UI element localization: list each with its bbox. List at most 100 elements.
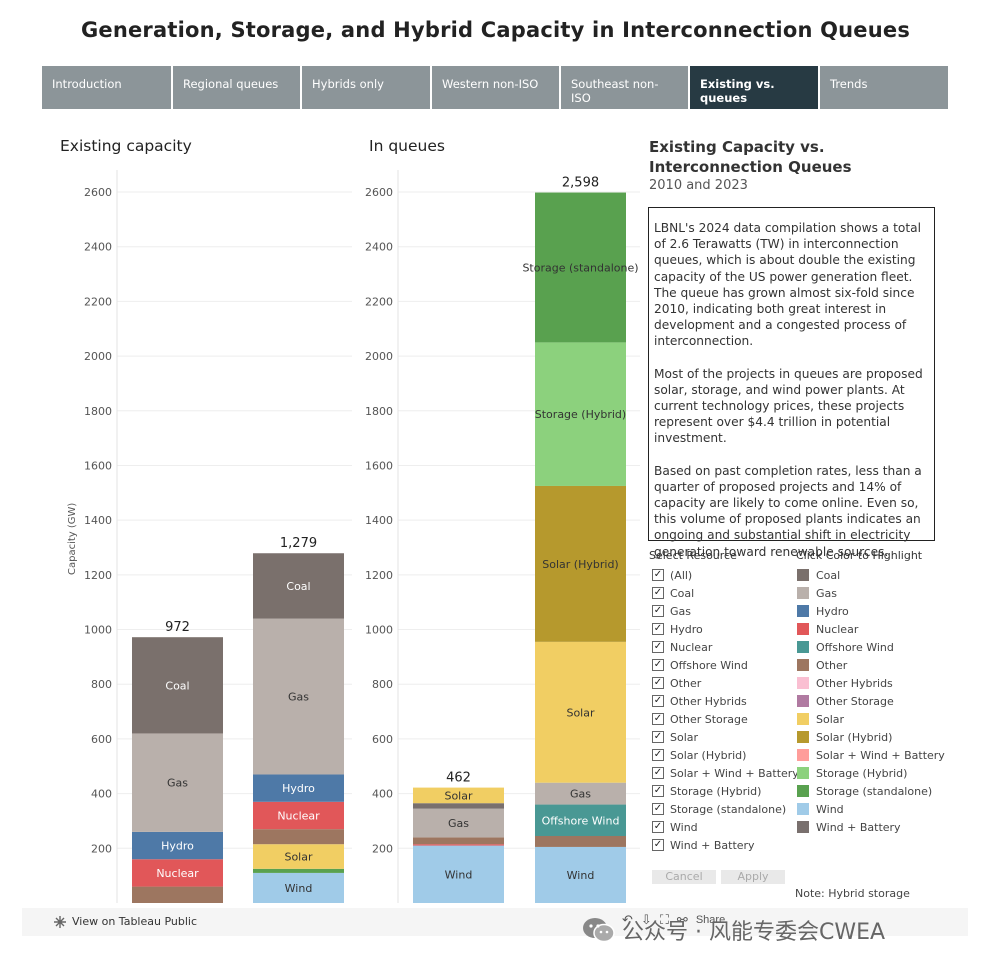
tab-southeast-non-iso[interactable]: Southeast non-ISO [561, 66, 690, 109]
bar-segment-solar[interactable] [253, 844, 344, 869]
legend-swatch[interactable] [797, 821, 809, 833]
share-label[interactable]: Share [695, 914, 726, 926]
legend-swatch[interactable] [797, 659, 809, 671]
filter-item[interactable]: ✓ Coal [652, 584, 799, 602]
filter-item[interactable]: ✓ Offshore Wind [652, 656, 799, 674]
legend-item[interactable]: Solar + Wind + Battery [797, 746, 945, 764]
bar-segment-nuclear[interactable] [413, 844, 504, 846]
bar-segment-solar[interactable] [413, 787, 504, 804]
bar-segment-wind[interactable] [535, 846, 626, 903]
filter-checkbox[interactable]: ✓ [652, 587, 664, 599]
filter-item[interactable]: ✓ Other Storage [652, 710, 799, 728]
legend-item[interactable]: Wind [797, 800, 945, 818]
tab-western-non-iso[interactable]: Western non-ISO [432, 66, 561, 109]
legend-swatch[interactable] [797, 677, 809, 689]
legend-item[interactable]: Coal [797, 566, 945, 584]
legend-item[interactable]: Other Storage [797, 692, 945, 710]
filter-checkbox[interactable]: ✓ [652, 731, 664, 743]
legend-swatch[interactable] [797, 641, 809, 653]
filter-item[interactable]: ✓ Other Hybrids [652, 692, 799, 710]
bar-segment-gas[interactable] [535, 782, 626, 805]
legend-item[interactable]: Other [797, 656, 945, 674]
filter-checkbox[interactable]: ✓ [652, 677, 664, 689]
bar-segment-nuclear[interactable] [253, 801, 344, 830]
bar-segment-storage-hybrid-[interactable] [535, 342, 626, 486]
legend-swatch[interactable] [797, 749, 809, 761]
legend-item[interactable]: Gas [797, 584, 945, 602]
legend-item[interactable]: Solar [797, 710, 945, 728]
download-icon[interactable]: ⇩ [640, 912, 652, 927]
legend-swatch[interactable] [797, 785, 809, 797]
bar-segment-other[interactable] [253, 829, 344, 845]
view-on-tableau-link[interactable]: View on Tableau Public [54, 915, 197, 928]
filter-item[interactable]: ✓ Wind + Battery [652, 836, 799, 854]
bar-segment-gas[interactable] [253, 618, 344, 775]
legend-swatch[interactable] [797, 713, 809, 725]
filter-item[interactable]: ✓ Gas [652, 602, 799, 620]
filter-checkbox[interactable]: ✓ [652, 713, 664, 725]
legend-item[interactable]: Storage (Hybrid) [797, 764, 945, 782]
filter-checkbox[interactable]: ✓ [652, 749, 664, 761]
cancel-button[interactable]: Cancel [652, 870, 716, 884]
filter-checkbox[interactable]: ✓ [652, 821, 664, 833]
legend-item[interactable]: Nuclear [797, 620, 945, 638]
filter-item[interactable]: ✓ Nuclear [652, 638, 799, 656]
bar-segment-hydro[interactable] [132, 831, 223, 860]
bar-segment-wind[interactable] [413, 845, 504, 903]
filter-item[interactable]: ✓ Hydro [652, 620, 799, 638]
legend-item[interactable]: Other Hybrids [797, 674, 945, 692]
legend-swatch[interactable] [797, 605, 809, 617]
tab-regional-queues[interactable]: Regional queues [173, 66, 302, 109]
filter-item[interactable]: ✓ Other [652, 674, 799, 692]
filter-checkbox[interactable]: ✓ [652, 605, 664, 617]
bar-segment-coal[interactable] [253, 553, 344, 619]
apply-button[interactable]: Apply [721, 870, 785, 884]
legend-swatch[interactable] [797, 731, 809, 743]
bar-segment-nuclear[interactable] [132, 859, 223, 887]
bar-segment-gas[interactable] [132, 733, 223, 832]
filter-checkbox[interactable]: ✓ [652, 803, 664, 815]
bar-segment-wind-battery[interactable] [413, 803, 504, 809]
undo-icon[interactable]: ↶ [622, 912, 633, 927]
legend-swatch[interactable] [797, 695, 809, 707]
bar-segment-solar-hybrid-[interactable] [535, 485, 626, 642]
bar-segment-other[interactable] [413, 837, 504, 845]
tab-introduction[interactable]: Introduction [42, 66, 173, 109]
filter-item[interactable]: ✓ Storage (standalone) [652, 800, 799, 818]
tab-trends[interactable]: Trends [820, 66, 948, 109]
bar-segment-wind[interactable] [253, 872, 344, 903]
legend-item[interactable]: Solar (Hybrid) [797, 728, 945, 746]
filter-item[interactable]: ✓ Solar (Hybrid) [652, 746, 799, 764]
filter-checkbox[interactable]: ✓ [652, 569, 664, 581]
filter-checkbox[interactable]: ✓ [652, 659, 664, 671]
fullscreen-icon[interactable]: ⛶ [659, 912, 669, 927]
filter-checkbox[interactable]: ✓ [652, 785, 664, 797]
tab-existing-vs-queues[interactable]: Existing vs. queues [690, 66, 820, 109]
bar-segment-other[interactable] [132, 886, 223, 903]
bar-segment-solar[interactable] [535, 641, 626, 783]
filter-item[interactable]: ✓ Wind [652, 818, 799, 836]
bar-segment-storage-standalone-[interactable] [253, 868, 344, 873]
filter-checkbox[interactable]: ✓ [652, 839, 664, 851]
tab-hybrids-only[interactable]: Hybrids only [302, 66, 432, 109]
bar-segment-coal[interactable] [132, 637, 223, 734]
bar-segment-other[interactable] [535, 836, 626, 847]
legend-item[interactable]: Wind + Battery [797, 818, 945, 836]
filter-checkbox[interactable]: ✓ [652, 641, 664, 653]
filter-item[interactable]: ✓ Solar [652, 728, 799, 746]
filter-item[interactable]: ✓ Solar + Wind + Battery [652, 764, 799, 782]
filter-item[interactable]: ✓ Storage (Hybrid) [652, 782, 799, 800]
bar-segment-hydro[interactable] [253, 774, 344, 802]
bar-segment-gas[interactable] [413, 808, 504, 838]
legend-item[interactable]: Storage (standalone) [797, 782, 945, 800]
legend-swatch[interactable] [797, 587, 809, 599]
legend-swatch[interactable] [797, 803, 809, 815]
share-icon[interactable]: ⚯ [676, 912, 688, 927]
legend-swatch[interactable] [797, 767, 809, 779]
filter-item[interactable]: ✓ (All) [652, 566, 799, 584]
filter-checkbox[interactable]: ✓ [652, 695, 664, 707]
legend-item[interactable]: Hydro [797, 602, 945, 620]
filter-checkbox[interactable]: ✓ [652, 767, 664, 779]
legend-swatch[interactable] [797, 569, 809, 581]
legend-swatch[interactable] [797, 623, 809, 635]
